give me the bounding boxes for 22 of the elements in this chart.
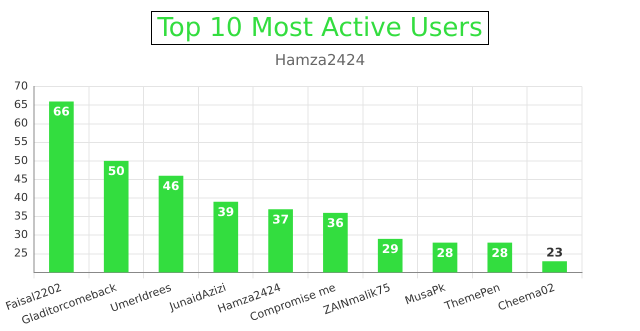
chart-title: Top 10 Most Active Users — [151, 11, 489, 45]
data-label: 66 — [53, 104, 70, 119]
data-label: 23 — [546, 245, 563, 260]
data-label: 46 — [162, 178, 180, 193]
y-tick-label: 35 — [14, 209, 28, 222]
y-tick-label: 60 — [14, 116, 28, 130]
y-tick-label: 65 — [14, 98, 28, 112]
chart-subtitle: Hamza2424 — [274, 51, 366, 69]
data-label: 36 — [327, 216, 344, 230]
y-tick-label: 50 — [14, 154, 28, 167]
y-tick-label: 45 — [14, 172, 28, 186]
data-label: 29 — [382, 242, 399, 256]
data-label: 50 — [108, 164, 125, 178]
data-label: 28 — [491, 246, 508, 260]
data-label: 39 — [217, 204, 234, 219]
y-tick-label: 25 — [14, 246, 28, 260]
y-tick-label: 70 — [14, 79, 28, 92]
y-tick-label: 55 — [14, 135, 28, 148]
y-tick-label: 40 — [14, 190, 28, 204]
data-label: 37 — [272, 212, 289, 226]
data-label: 28 — [436, 246, 454, 260]
y-tick-label: 30 — [14, 228, 28, 242]
